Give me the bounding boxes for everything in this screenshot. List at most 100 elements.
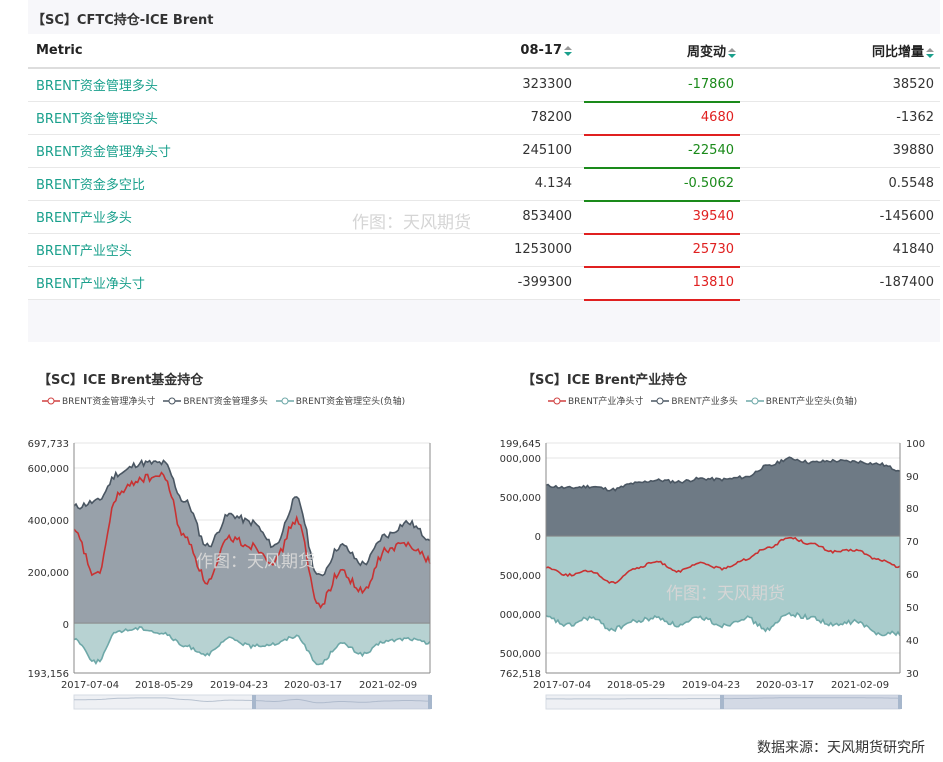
y-tick-label: 500,000 bbox=[500, 571, 541, 582]
metric-change: -17860 bbox=[578, 68, 742, 103]
zoom-slider-handle bbox=[898, 695, 902, 709]
x-tick-label: 2020-03-17 bbox=[284, 680, 342, 691]
series-area bbox=[74, 460, 430, 624]
metric-change-value: 39540 bbox=[692, 209, 734, 224]
metric-name[interactable]: BRENT资金管理净头寸 bbox=[28, 134, 358, 168]
col-date[interactable]: 08-17 bbox=[358, 34, 578, 69]
y-tick-label: 193,156 bbox=[28, 669, 69, 680]
zoom-slider-handle bbox=[252, 695, 256, 709]
metric-name[interactable]: BRENT资金管理多头 bbox=[28, 68, 358, 102]
metric-name[interactable]: BRENT产业多头 bbox=[28, 200, 358, 234]
x-tick-label: 2017-07-04 bbox=[533, 680, 591, 691]
series-area bbox=[546, 536, 900, 636]
metric-change-value: 25730 bbox=[692, 242, 734, 257]
x-tick-label: 2019-04-23 bbox=[210, 680, 268, 691]
legend-label: BRENT资金管理空头(负轴) bbox=[295, 397, 406, 407]
legend-item-net[interactable]: BRENT产业净头寸 bbox=[548, 394, 643, 407]
metric-name[interactable]: BRENT产业净头寸 bbox=[28, 266, 358, 300]
col-yoy[interactable]: 同比增量 bbox=[742, 34, 940, 69]
y-tick-label: 199,645 bbox=[500, 439, 541, 450]
y-tick-label: 500,000 bbox=[500, 493, 541, 504]
metric-value: -399300 bbox=[358, 266, 578, 300]
metric-change-value: 4680 bbox=[700, 110, 734, 125]
metric-change-value: -17860 bbox=[687, 77, 734, 93]
metric-yoy: -187400 bbox=[742, 266, 940, 300]
fund-chart-panel: 【SC】ICE Brent基金持仓 BRENT资金管理净头寸 BRENT资金管理… bbox=[28, 357, 484, 717]
x-tick-label: 2018-05-29 bbox=[607, 680, 665, 691]
col-yoy-label: 同比增量 bbox=[871, 45, 924, 60]
metric-yoy: -1362 bbox=[742, 101, 940, 135]
metric-name[interactable]: BRENT资金多空比 bbox=[28, 167, 358, 201]
x-tick-label: 2019-04-23 bbox=[682, 680, 740, 691]
legend-item-short[interactable]: BRENT产业空头(负轴) bbox=[745, 394, 858, 407]
metric-change: 39540 bbox=[578, 200, 742, 235]
series-line bbox=[545, 611, 901, 637]
col-metric[interactable]: Metric bbox=[28, 34, 358, 69]
metric-change-value: -22540 bbox=[687, 143, 734, 158]
legend-label: BRENT产业空头(负轴) bbox=[765, 397, 858, 407]
metric-yoy: 0.5548 bbox=[742, 167, 940, 201]
industry-chart-panel: 【SC】ICE Brent产业持仓 BRENT产业净头寸 BRENT产业多头 B… bbox=[500, 357, 940, 717]
metric-value: 4.134 bbox=[358, 167, 578, 201]
chart-legend: BRENT资金管理净头寸 BRENT资金管理多头 BRENT资金管理空头(负轴) bbox=[42, 394, 405, 407]
series-line bbox=[73, 626, 431, 666]
zoom-slider-handle bbox=[428, 695, 432, 709]
y-tick-label: 762,518 bbox=[500, 669, 541, 680]
legend-item-net[interactable]: BRENT资金管理净头寸 bbox=[42, 394, 155, 407]
series-line bbox=[545, 456, 901, 492]
y-tick-label: 400,000 bbox=[28, 516, 69, 527]
metric-yoy: 38520 bbox=[742, 68, 940, 102]
zoom-slider-window bbox=[722, 695, 900, 709]
legend-item-long[interactable]: BRENT产业多头 bbox=[651, 394, 738, 407]
y-tick-label-right: 80 bbox=[906, 504, 919, 515]
col-chg-label: 周变动 bbox=[686, 45, 726, 60]
table-row: BRENT资金多空比 4.134 -0.5062 0.5548 bbox=[28, 167, 940, 202]
metric-value: 1253000 bbox=[358, 233, 578, 267]
sort-icon[interactable] bbox=[926, 48, 934, 58]
metric-change: -0.5062 bbox=[578, 167, 742, 202]
metric-value: 245100 bbox=[358, 134, 578, 168]
fund-chart-svg: 697,733 600,000 400,000 200,000 0 193,1562017… bbox=[28, 439, 432, 710]
table-row: BRENT资金管理空头 78200 4680 -1362 bbox=[28, 101, 940, 136]
metric-change: 25730 bbox=[578, 233, 742, 268]
metric-value: 853400 bbox=[358, 200, 578, 234]
chart-title: 【SC】ICE Brent产业持仓 bbox=[522, 373, 688, 388]
zoom-slider-handle bbox=[720, 695, 724, 709]
metric-yoy: 41840 bbox=[742, 233, 940, 267]
table-row: BRENT资金管理净头寸 245100 -22540 39880 bbox=[28, 134, 940, 169]
sort-icon[interactable] bbox=[728, 48, 736, 58]
series-area bbox=[546, 457, 900, 537]
legend-item-short[interactable]: BRENT资金管理空头(负轴) bbox=[275, 394, 406, 407]
y-tick-label: 000,000 bbox=[500, 454, 541, 465]
legend-label: BRENT资金管理多头 bbox=[183, 397, 268, 407]
legend-item-long[interactable]: BRENT资金管理多头 bbox=[163, 394, 268, 407]
data-source: 数据来源：天风期货研究所 bbox=[757, 740, 925, 756]
y-tick-label: 600,000 bbox=[28, 464, 69, 475]
metric-yoy: -145600 bbox=[742, 200, 940, 234]
series-line bbox=[73, 458, 431, 577]
metric-change: 4680 bbox=[578, 101, 742, 136]
y-tick-label-right: 100 bbox=[906, 439, 925, 450]
zoom-slider-window bbox=[254, 695, 430, 709]
metric-name[interactable]: BRENT资金管理空头 bbox=[28, 101, 358, 135]
metric-change: -22540 bbox=[578, 134, 742, 169]
metric-change: 13810 bbox=[578, 266, 742, 301]
col-chg[interactable]: 周变动 bbox=[578, 34, 742, 69]
x-tick-label: 2020-03-17 bbox=[756, 680, 814, 691]
x-tick-label: 2018-05-29 bbox=[135, 680, 193, 691]
y-tick-label: 697,733 bbox=[28, 439, 69, 450]
y-tick-label-right: 60 bbox=[906, 570, 919, 581]
metric-yoy: 39880 bbox=[742, 134, 940, 168]
metric-name[interactable]: BRENT产业空头 bbox=[28, 233, 358, 267]
table-row: BRENT产业多头 853400 39540 -145600 bbox=[28, 200, 940, 235]
y-tick-label: 500,000 bbox=[500, 649, 541, 660]
series-line bbox=[73, 471, 431, 610]
legend-label: BRENT产业多头 bbox=[671, 397, 738, 407]
table-header-row: Metric 08-17 周变动 同比增量 bbox=[28, 34, 940, 69]
y-tick-label: 000,000 bbox=[500, 610, 541, 621]
sort-icon[interactable] bbox=[564, 46, 572, 56]
metric-change-value: 13810 bbox=[692, 275, 734, 290]
series-line bbox=[545, 536, 901, 585]
y-tick-label-right: 50 bbox=[906, 603, 919, 614]
y-tick-label-right: 70 bbox=[906, 537, 919, 548]
